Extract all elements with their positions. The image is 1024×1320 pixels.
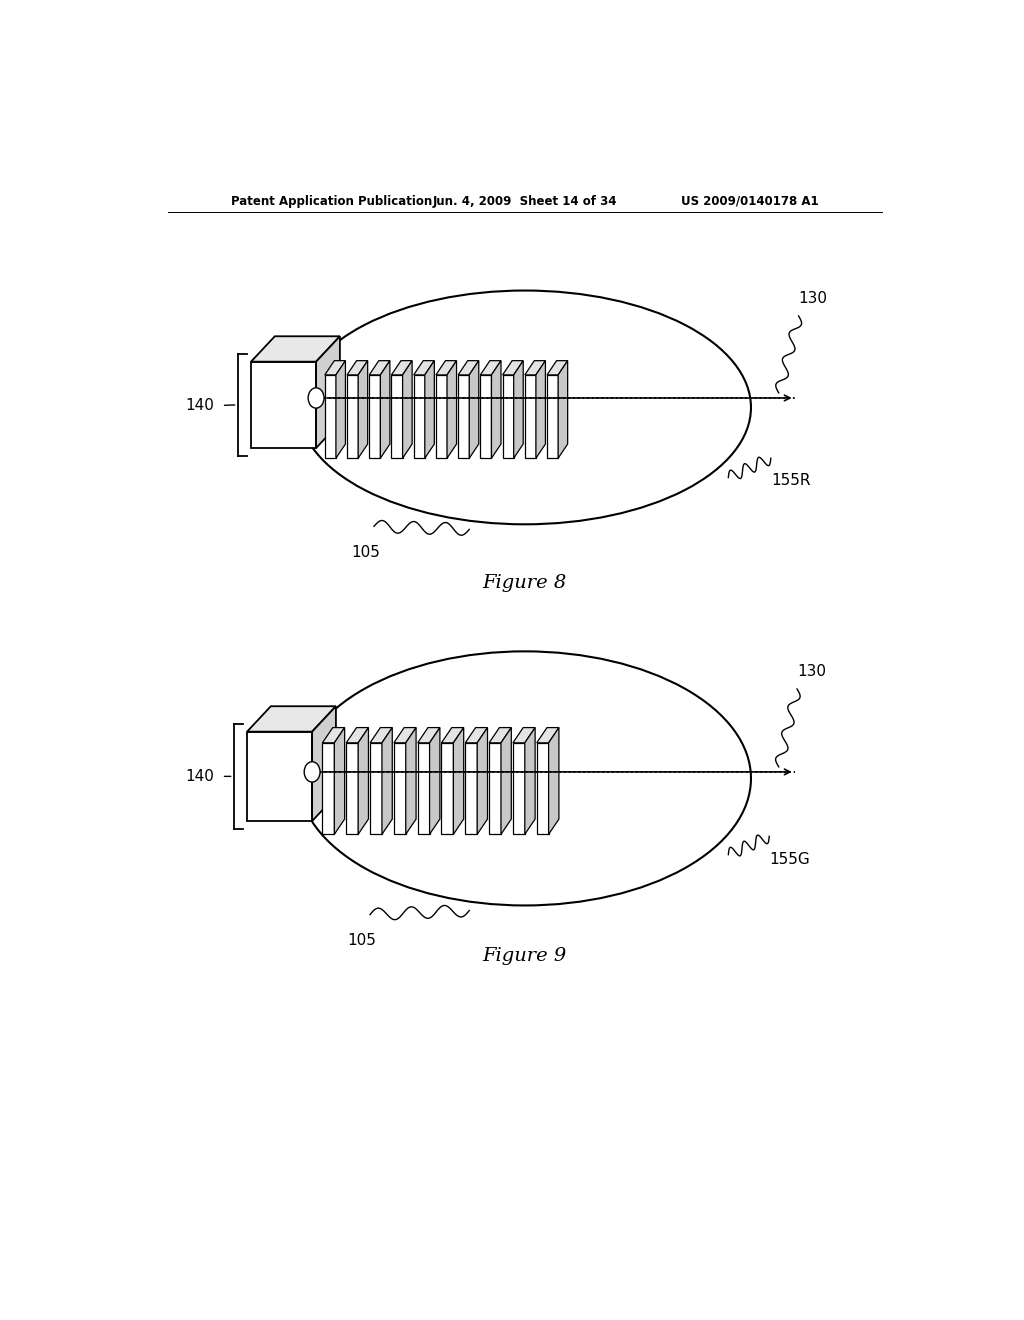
Polygon shape — [334, 727, 345, 834]
Polygon shape — [380, 360, 390, 458]
Polygon shape — [514, 360, 523, 458]
Text: 140: 140 — [185, 397, 214, 413]
Polygon shape — [524, 727, 536, 834]
Text: Figure 9: Figure 9 — [482, 948, 567, 965]
Text: 105: 105 — [351, 545, 381, 560]
Text: US 2009/0140178 A1: US 2009/0140178 A1 — [681, 194, 818, 207]
Text: 130: 130 — [799, 290, 827, 306]
Circle shape — [304, 762, 321, 781]
Polygon shape — [436, 375, 447, 458]
Polygon shape — [391, 375, 402, 458]
Polygon shape — [465, 727, 487, 743]
Text: Jun. 4, 2009  Sheet 14 of 34: Jun. 4, 2009 Sheet 14 of 34 — [432, 194, 617, 207]
Polygon shape — [489, 743, 501, 834]
Polygon shape — [547, 360, 567, 375]
Polygon shape — [454, 727, 464, 834]
Polygon shape — [536, 360, 546, 458]
Polygon shape — [418, 727, 440, 743]
Polygon shape — [489, 727, 511, 743]
Polygon shape — [347, 360, 368, 375]
Polygon shape — [347, 375, 358, 458]
Polygon shape — [513, 727, 536, 743]
Text: 155R: 155R — [771, 474, 810, 488]
Polygon shape — [503, 360, 523, 375]
Polygon shape — [414, 360, 434, 375]
Polygon shape — [430, 727, 440, 834]
Polygon shape — [549, 727, 559, 834]
Polygon shape — [312, 706, 336, 821]
Polygon shape — [458, 375, 469, 458]
Polygon shape — [447, 360, 457, 458]
Polygon shape — [418, 743, 430, 834]
Polygon shape — [247, 706, 336, 731]
Polygon shape — [346, 727, 369, 743]
Polygon shape — [441, 727, 464, 743]
Polygon shape — [402, 360, 412, 458]
Polygon shape — [394, 743, 406, 834]
Polygon shape — [524, 360, 546, 375]
Polygon shape — [537, 743, 549, 834]
Polygon shape — [524, 375, 536, 458]
Text: 105: 105 — [348, 933, 377, 948]
Polygon shape — [316, 337, 340, 447]
Polygon shape — [323, 727, 345, 743]
Polygon shape — [480, 375, 492, 458]
Polygon shape — [537, 727, 559, 743]
Polygon shape — [436, 360, 457, 375]
Polygon shape — [391, 360, 412, 375]
Polygon shape — [458, 360, 479, 375]
Polygon shape — [251, 337, 340, 362]
Polygon shape — [358, 727, 369, 834]
Text: Patent Application Publication: Patent Application Publication — [231, 194, 432, 207]
Polygon shape — [558, 360, 567, 458]
Polygon shape — [425, 360, 434, 458]
Polygon shape — [370, 360, 390, 375]
Text: 155G: 155G — [769, 851, 810, 867]
Polygon shape — [325, 360, 345, 375]
Polygon shape — [358, 360, 368, 458]
Polygon shape — [370, 375, 380, 458]
Polygon shape — [406, 727, 416, 834]
Polygon shape — [325, 375, 336, 458]
Polygon shape — [336, 360, 345, 458]
Polygon shape — [480, 360, 501, 375]
Text: Figure 8: Figure 8 — [482, 574, 567, 593]
Polygon shape — [547, 375, 558, 458]
Text: 130: 130 — [797, 664, 826, 678]
Polygon shape — [394, 727, 416, 743]
Polygon shape — [346, 743, 358, 834]
Polygon shape — [465, 743, 477, 834]
Polygon shape — [382, 727, 392, 834]
Polygon shape — [251, 362, 316, 447]
Polygon shape — [501, 727, 511, 834]
Polygon shape — [370, 743, 382, 834]
Polygon shape — [441, 743, 454, 834]
Polygon shape — [503, 375, 514, 458]
Polygon shape — [469, 360, 479, 458]
Polygon shape — [513, 743, 524, 834]
Polygon shape — [323, 743, 334, 834]
Circle shape — [308, 388, 324, 408]
Polygon shape — [370, 727, 392, 743]
Text: 140: 140 — [185, 768, 214, 784]
Polygon shape — [414, 375, 425, 458]
Polygon shape — [492, 360, 501, 458]
Polygon shape — [477, 727, 487, 834]
Polygon shape — [247, 731, 312, 821]
